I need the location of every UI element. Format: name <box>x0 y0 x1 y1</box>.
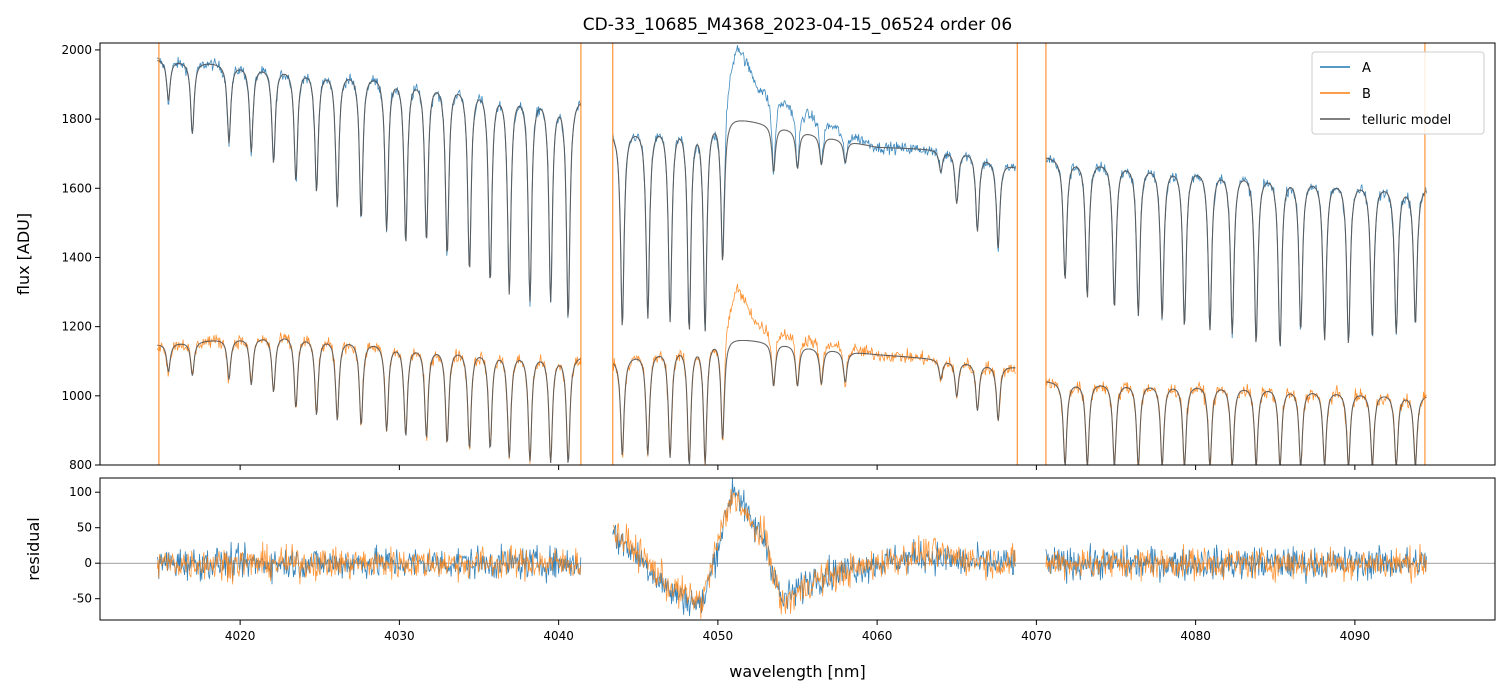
y-tick-label: 1800 <box>61 112 92 126</box>
y-tick-label: 800 <box>69 458 92 472</box>
x-tick-label: 4080 <box>1180 629 1211 643</box>
flux-panel: 800 1000 1200 1400 1600 1800 2000 flux [ADU] A… <box>14 42 1496 472</box>
residual-ticks: 4020 4030 4040 4050 4060 4070 4080 4090 -50 0 50 10… <box>69 485 1370 643</box>
series-a-line <box>156 45 1427 347</box>
series-telluric-model-line <box>157 338 1427 465</box>
y-axis-label-flux: flux [ADU] <box>14 213 33 295</box>
residual-data-layer <box>100 478 1495 619</box>
x-tick-label: 4060 <box>862 629 893 643</box>
y-tick-label: 50 <box>77 521 92 535</box>
flux-ticks: 800 1000 1200 1400 1600 1800 2000 <box>61 43 1356 472</box>
x-tick-label: 4030 <box>384 629 415 643</box>
y-tick-label: 2000 <box>61 43 92 57</box>
legend-label: B <box>1362 87 1371 102</box>
x-tick-label: 4040 <box>543 629 574 643</box>
y-tick-label: 1600 <box>61 181 92 195</box>
series-telluric-model-line <box>157 59 1427 346</box>
series-b-line <box>156 283 1427 465</box>
y-tick-label: 100 <box>69 485 92 499</box>
x-axis-label: wavelength [nm] <box>729 662 866 681</box>
y-tick-label: 1400 <box>61 250 92 264</box>
y-tick-label: 1200 <box>61 320 92 334</box>
y-tick-label: 0 <box>84 556 92 570</box>
y-tick-label: 1000 <box>61 389 92 403</box>
residual-axes-frame <box>99 477 1496 621</box>
x-tick-label: 4050 <box>703 629 734 643</box>
chart-title: CD-33_10685_M4368_2023-04-15_06524 order… <box>583 15 1012 35</box>
legend-box <box>1311 51 1485 135</box>
flux-axes-frame <box>99 42 1496 466</box>
x-tick-label: 4090 <box>1340 629 1371 643</box>
residual-series-b-line <box>156 488 1427 619</box>
legend-label: telluric model <box>1362 113 1451 128</box>
legend-label: A <box>1362 61 1371 76</box>
y-axis-label-residual: residual <box>24 517 43 580</box>
flux-data-layer <box>156 43 1427 465</box>
y-tick-label: -50 <box>72 592 92 606</box>
x-tick-label: 4020 <box>225 629 256 643</box>
x-tick-label: 4070 <box>1021 629 1052 643</box>
residual-panel: 4020 4030 4040 4050 4060 4070 4080 4090 -50 0 50 10… <box>24 477 1496 681</box>
